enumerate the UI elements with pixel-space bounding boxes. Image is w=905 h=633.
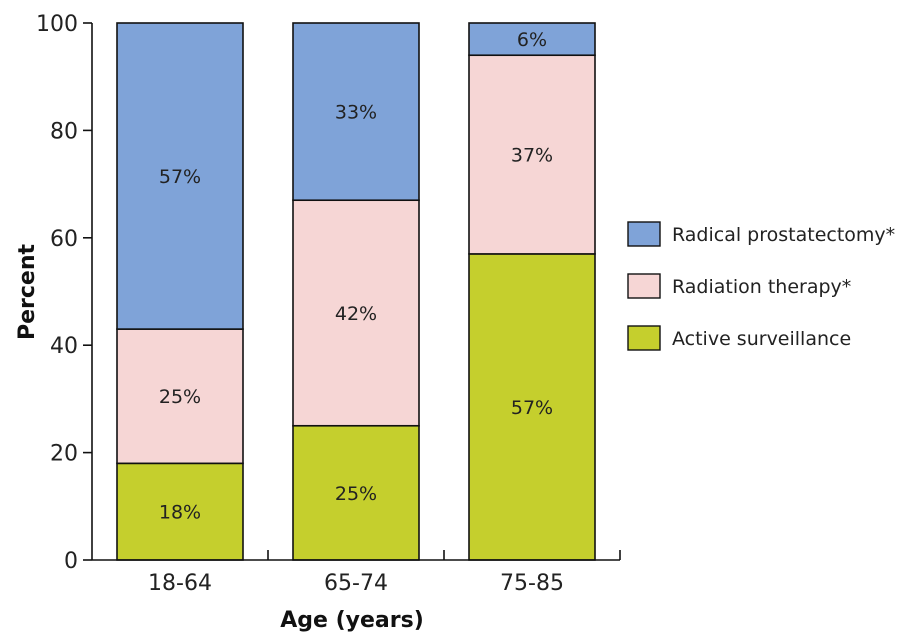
legend-label: Radiation therapy* (672, 276, 851, 298)
data-label: 18% (159, 502, 201, 524)
y-tick-label: 100 (36, 12, 78, 37)
data-label: 33% (335, 102, 377, 124)
y-tick-label: 80 (50, 119, 78, 144)
legend-swatch (627, 325, 661, 351)
bars-layer: 18% 25% 57% 25% 42% 33% 57% 37% 6% (116, 22, 596, 561)
bar-segment-18-64-0 (116, 462, 244, 561)
data-label: 57% (511, 397, 553, 419)
y-tick-label: 40 (50, 334, 78, 359)
x-category-label: 65-74 (324, 571, 388, 596)
y-tick-label: 60 (50, 227, 78, 252)
y-tick-label: 0 (64, 549, 78, 574)
legend-label: Radical prostatectomy* (672, 224, 895, 246)
x-category-label: 18-64 (148, 571, 212, 596)
x-category-label: 75-85 (500, 571, 564, 596)
bar-segment-75-85-1 (468, 54, 596, 255)
legend: Radical prostatectomy* Radiation therapy*… (627, 221, 895, 351)
data-label: 6% (517, 29, 547, 51)
bar-segment-65-74-1 (292, 199, 420, 427)
legend-label: Active surveillance (672, 328, 851, 350)
bar-segment-65-74-0 (292, 424, 420, 561)
data-label: 25% (335, 483, 377, 505)
data-label: 57% (159, 166, 201, 188)
x-axis-title: Age (years) (280, 608, 424, 633)
bar-segment-65-74-2 (292, 22, 420, 202)
y-tick-label: 20 (50, 442, 78, 467)
data-label: 37% (511, 145, 553, 167)
bar-segment-75-85-2 (468, 22, 596, 57)
data-label: 25% (159, 386, 201, 408)
bar-segment-18-64-1 (116, 328, 244, 465)
axes-layer: 0 20 40 60 80 100 18-64 65-74 75-85 (36, 12, 621, 596)
legend-swatch (627, 273, 661, 299)
data-label: 42% (335, 303, 377, 325)
legend-swatch (627, 221, 661, 247)
bar-segment-18-64-2 (116, 22, 244, 330)
y-axis-title: Percent (15, 244, 40, 341)
